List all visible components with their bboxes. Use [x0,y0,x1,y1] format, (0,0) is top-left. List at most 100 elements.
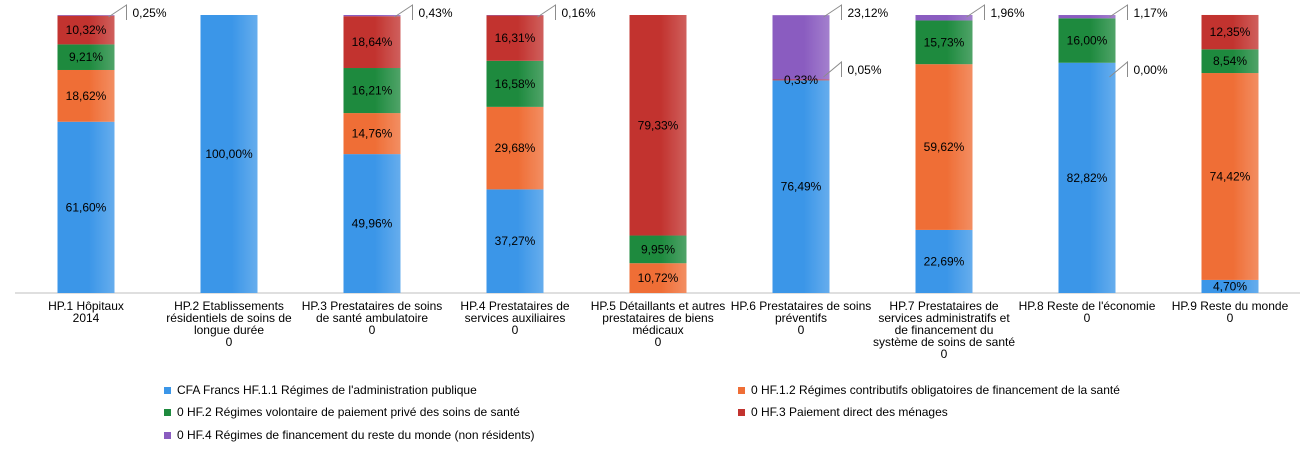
callout-leader-line [394,4,413,20]
data-label: 79,33% [638,118,679,132]
bar-segment-shading [343,15,401,17]
bar-segment-shading [57,69,115,122]
callout-label: 0,16% [562,6,596,20]
category-label: 2014 [73,311,100,325]
category-label: HP.2 Etablissements [174,299,284,313]
bar-segment-shading [629,263,687,293]
callout-leader-line [537,4,556,20]
data-label: 0,33% [784,73,818,87]
data-label: 8,54% [1213,54,1247,68]
bar-segment-shading [200,15,258,293]
category-label: 0 [941,347,948,361]
bar-segment-shading [915,20,973,65]
category-label: de financement du [895,323,994,337]
category-label: résidentiels de soins de [166,311,292,325]
bar-segment-shading [915,229,973,293]
callout-label: 1,96% [991,6,1025,20]
data-label: 12,35% [1210,25,1251,39]
bar-segment-shading [343,16,401,69]
data-label: 10,32% [66,23,107,37]
category-label: de santé ambulatoire [316,311,428,325]
category-label: 0 [512,323,519,337]
bar-segment-shading [1201,49,1259,74]
category-label: services administratifs et [878,311,1010,325]
callout-leader-line [1109,60,1128,78]
bars-group [57,14,1259,293]
category-label: HP.7 Prestataires de [889,299,998,313]
data-label: 59,62% [924,140,965,154]
bar-segment-shading [57,15,115,16]
data-label: 61,60% [66,200,107,214]
bar-segment-shading [1201,73,1259,280]
bar-segment-shading [1201,14,1259,50]
bar-segment-shading [343,68,401,114]
data-label: 100,00% [205,147,253,161]
bar-segment-shading [486,106,544,190]
bar-labels-group: 61,60% 18,62% 9,21% 10,32% 100,00% 49,96% 14,7… [66,23,1251,293]
data-label: 9,21% [69,50,103,64]
category-label: HP.8 Reste de l'économie [1019,299,1156,313]
bar-segment-shading [915,15,973,21]
bar-segment-shading [1058,18,1116,63]
data-label: 14,76% [352,127,393,141]
bar-segment-shading [1058,62,1116,293]
data-label: 74,42% [1210,169,1251,183]
data-label: 82,82% [1067,171,1108,185]
bar-segment-shading [772,79,830,81]
callout-label: 0,00% [1134,63,1168,77]
callout-label: 0,43% [419,6,453,20]
data-label: 15,73% [924,35,965,49]
category-label: HP.5 Détaillants et autres [591,299,726,313]
category-label: HP.4 Prestataires de [460,299,569,313]
callouts-group: 0,25% 0,43% 0,16% 23,12% 0,05% 1,96% 1,17% 0,00… [108,4,1168,78]
category-label: 0 [798,323,805,337]
callout-leader-line [823,60,842,78]
callout-label: 1,17% [1134,6,1168,20]
bar-segment-shading [57,15,115,45]
callout-leader-line [108,4,127,20]
category-label: HP.6 Prestataires de soins [731,299,872,313]
bar-segment-shading [915,64,973,230]
bar-segment-shading [343,154,401,293]
data-label: 16,21% [352,84,393,98]
category-label: 0 [369,323,376,337]
bar-segment-shading [1201,279,1259,293]
category-label: 0 [655,335,662,349]
bar-segment-shading [772,15,830,80]
data-label: 9,95% [641,242,675,256]
data-label: 4,70% [1213,279,1247,293]
data-label: 18,64% [352,35,393,49]
callout-label: 23,12% [848,6,889,20]
category-label: médicaux [632,323,683,337]
bar-segment-shading [57,44,115,70]
bar-segment-shading [772,80,830,293]
category-label: 0 [1227,311,1234,325]
data-label: 10,72% [638,271,679,285]
data-label: 16,31% [495,31,536,45]
callout-leader-line [1109,4,1128,20]
bar-segment-shading [57,121,115,293]
bar-segment-shading [486,15,544,61]
data-label: 29,68% [495,141,536,155]
category-label: longue durée [194,323,264,337]
category-label: HP.9 Reste du monde [1172,299,1289,313]
bar-segment-shading [343,113,401,155]
bar-segment-shading [629,235,687,264]
bar-segment-shading [1058,15,1116,19]
category-label: 0 [226,335,233,349]
data-label: 18,62% [66,89,107,103]
data-label: 49,96% [352,217,393,231]
category-label: HP.1 Hôpitaux [48,299,124,313]
data-label: 16,58% [495,77,536,91]
callout-leader-line [823,4,842,20]
callout-label: 0,05% [848,63,882,77]
category-label: préventifs [775,311,827,325]
callout-leader-line [966,4,985,20]
data-label: 37,27% [495,234,536,248]
bar-segment-shading [486,60,544,107]
category-label: système de soins de santé [873,335,1015,349]
category-label: 0 [1084,311,1091,325]
category-label: prestataires de biens [602,311,713,325]
